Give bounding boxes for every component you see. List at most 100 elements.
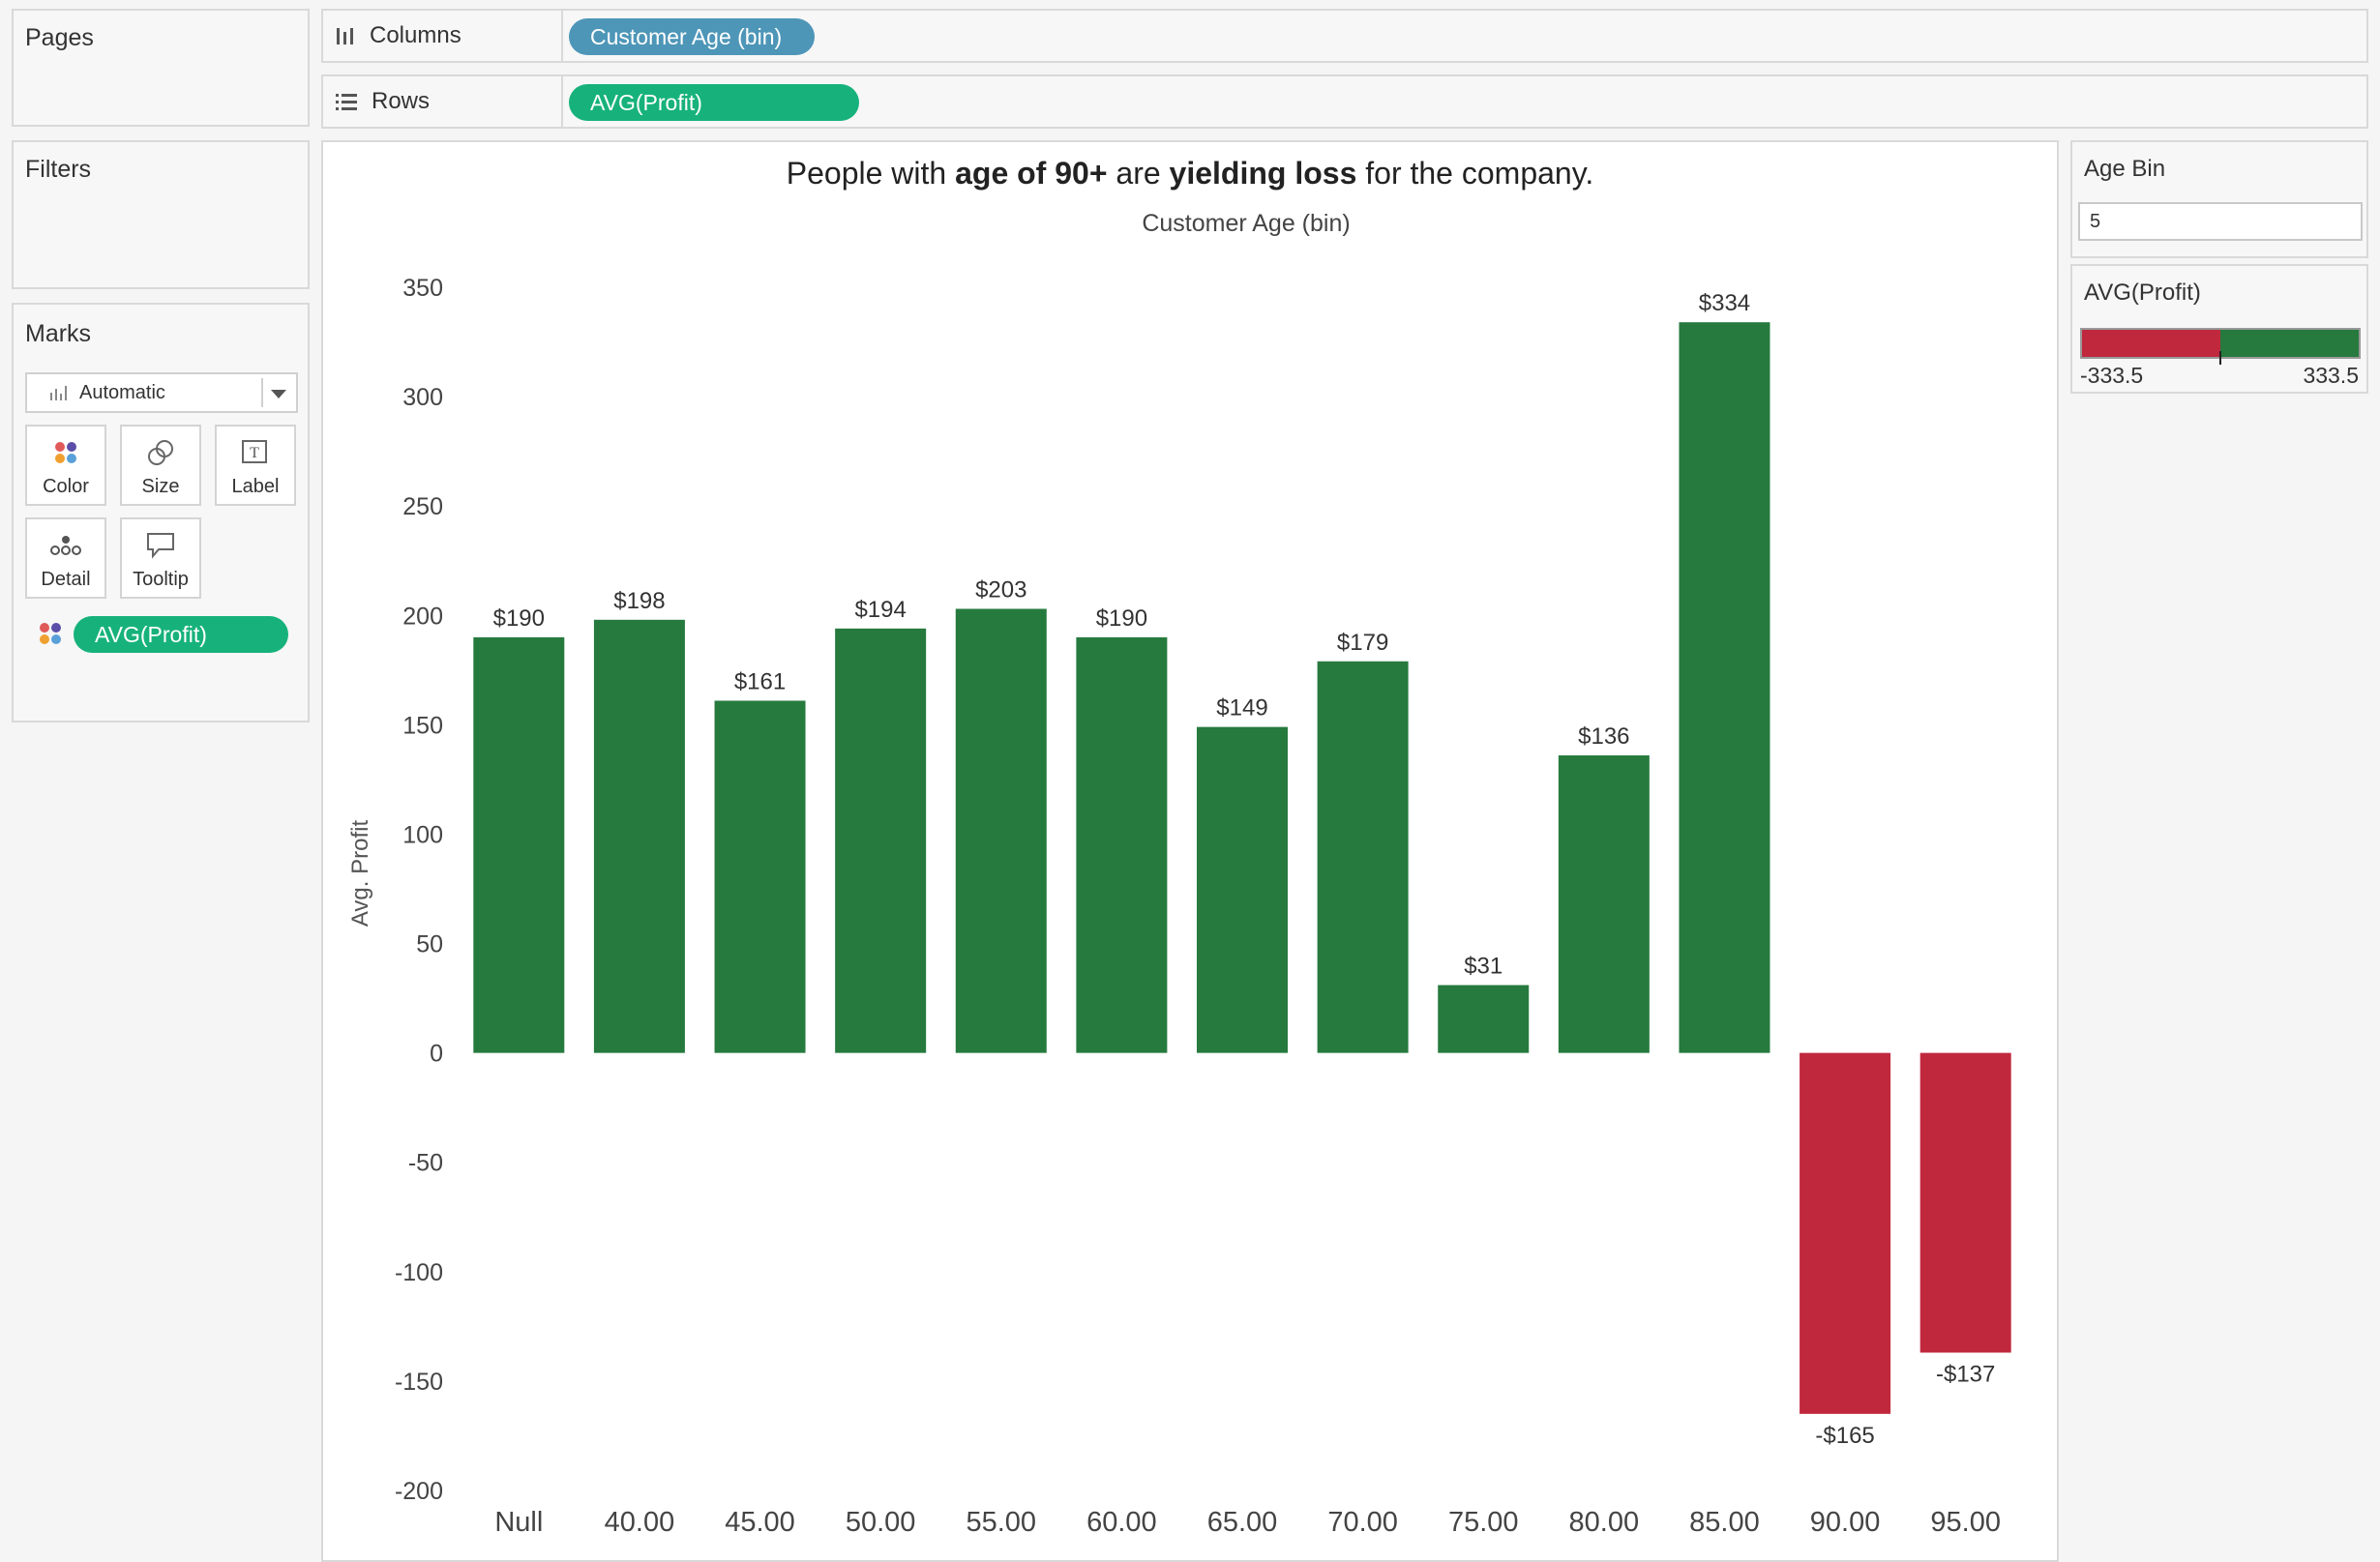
label-button-label: Label — [231, 476, 280, 497]
bar — [714, 700, 806, 1053]
bar-value-label: -$137 — [1936, 1362, 1995, 1388]
tooltip-button[interactable]: Tooltip — [120, 517, 201, 599]
bar — [1076, 636, 1168, 1053]
bar — [955, 608, 1047, 1053]
bar — [1679, 322, 1770, 1053]
bar-value-label: $190 — [493, 605, 545, 632]
bar — [1558, 755, 1650, 1053]
y-tick-label: 200 — [402, 603, 443, 630]
columns-customer-age-pill[interactable]: Customer Age (bin) — [569, 18, 815, 55]
x-tick-label: 75.00 — [1448, 1507, 1519, 1538]
size-button-label: Size — [141, 476, 180, 497]
color-icon — [55, 442, 76, 463]
age-bin-title: Age Bin — [2084, 156, 2166, 182]
x-tick-label: 55.00 — [966, 1507, 1036, 1538]
columns-pill-label: Customer Age (bin) — [590, 23, 783, 49]
x-tick-label: 70.00 — [1327, 1507, 1398, 1538]
mark-type-dropdown[interactable]: Automatic — [25, 372, 298, 413]
y-axis-title: Avg. Profit — [347, 820, 373, 928]
color-ramp-positive — [2220, 330, 2359, 357]
profit-color-legend: AVG(Profit) -333.5 333.5 — [2070, 264, 2368, 394]
bar-value-label: $149 — [1216, 695, 1267, 722]
profit-legend-title: AVG(Profit) — [2084, 280, 2201, 306]
pages-shelf[interactable]: Pages — [12, 9, 310, 127]
bar-value-label: $31 — [1464, 954, 1502, 980]
title-bold-1: age of 90+ — [955, 156, 1108, 191]
rows-shelf[interactable]: Rows AVG(Profit) — [321, 74, 2368, 129]
x-tick-label: 45.00 — [725, 1507, 795, 1538]
chevron-down-icon[interactable] — [271, 390, 286, 398]
x-tick-label: 95.00 — [1930, 1507, 2001, 1538]
rows-label: Rows — [372, 88, 431, 114]
bar-value-label: $190 — [1096, 605, 1147, 632]
label-button[interactable]: T Label — [215, 425, 296, 506]
y-tick-label: 300 — [402, 384, 443, 411]
y-tick-label: 50 — [416, 931, 443, 958]
bar — [1919, 1052, 2011, 1353]
bar-value-label: $194 — [854, 597, 906, 623]
y-tick-label: 0 — [430, 1041, 443, 1068]
y-tick-label: -200 — [395, 1478, 443, 1505]
title-text-1: People with — [786, 156, 956, 191]
rows-avg-profit-pill[interactable]: AVG(Profit) — [569, 84, 859, 121]
rows-shelf-label: Rows — [323, 76, 563, 127]
pages-label: Pages — [25, 24, 94, 51]
rows-icon — [336, 94, 357, 110]
svg-text:T: T — [250, 445, 259, 461]
title-text-2: are — [1107, 156, 1170, 191]
bar — [1438, 985, 1530, 1053]
y-tick-label: 250 — [402, 493, 443, 520]
bar-value-label: $161 — [734, 668, 786, 694]
bar — [1197, 726, 1288, 1053]
detail-button-label: Detail — [41, 569, 91, 590]
x-tick-label: 90.00 — [1810, 1507, 1881, 1538]
y-tick-label: 100 — [402, 821, 443, 848]
y-tick-label: -50 — [408, 1150, 443, 1177]
age-bin-parameter-card: Age Bin 5 — [2070, 140, 2368, 258]
x-tick-label: 85.00 — [1689, 1507, 1760, 1538]
bar-value-label: $136 — [1578, 723, 1629, 750]
mark-type-label: Automatic — [79, 381, 165, 403]
x-axis-title: Customer Age (bin) — [1142, 210, 1350, 237]
tooltip-icon — [147, 533, 174, 559]
color-button-label: Color — [43, 476, 89, 497]
filters-shelf[interactable]: Filters — [12, 140, 310, 289]
size-button[interactable]: Size — [120, 425, 201, 506]
x-tick-label: 60.00 — [1086, 1507, 1157, 1538]
bar — [593, 619, 685, 1053]
columns-shelf[interactable]: Columns Customer Age (bin) — [321, 9, 2368, 63]
detail-button[interactable]: Detail — [25, 517, 106, 599]
detail-icon — [50, 536, 81, 555]
bar-value-label: -$165 — [1815, 1423, 1874, 1449]
columns-icon — [337, 28, 353, 44]
bar — [473, 636, 565, 1053]
chart-area: People with age of 90+ are yielding loss… — [321, 140, 2059, 1562]
title-text-3: for the company. — [1356, 156, 1594, 191]
color-avg-profit-pill[interactable]: AVG(Profit) — [74, 616, 288, 653]
age-bin-input[interactable]: 5 — [2078, 202, 2363, 241]
bar-value-label: $198 — [613, 588, 665, 614]
bar-chart: Customer Age (bin) Avg. Profit 350 300 250 20… — [347, 210, 2011, 1538]
color-ramp[interactable] — [2080, 328, 2361, 359]
color-button[interactable]: Color — [25, 425, 106, 506]
bar — [1317, 661, 1409, 1053]
profit-legend-max: 333.5 — [2303, 363, 2359, 388]
bar-value-label: $203 — [975, 576, 1026, 603]
columns-shelf-label: Columns — [323, 11, 563, 61]
bar-value-label: $334 — [1699, 290, 1750, 316]
bar-chart-icon — [50, 386, 67, 400]
filters-label: Filters — [25, 156, 92, 183]
x-tick-label: 65.00 — [1207, 1507, 1278, 1538]
y-tick-label: -100 — [395, 1259, 443, 1286]
chart-title: People with age of 90+ are yielding loss… — [323, 156, 2057, 192]
x-tick-label: 50.00 — [846, 1507, 916, 1538]
x-tick-label: 40.00 — [605, 1507, 675, 1538]
size-icon — [148, 440, 173, 465]
columns-label: Columns — [370, 22, 461, 48]
y-tick-label: 350 — [402, 275, 443, 302]
color-pill-icon — [40, 623, 61, 644]
color-ramp-center-tick — [2219, 351, 2221, 365]
title-bold-2: yielding loss — [1169, 156, 1357, 191]
bar-value-label: $179 — [1337, 630, 1388, 656]
bar — [835, 628, 927, 1053]
